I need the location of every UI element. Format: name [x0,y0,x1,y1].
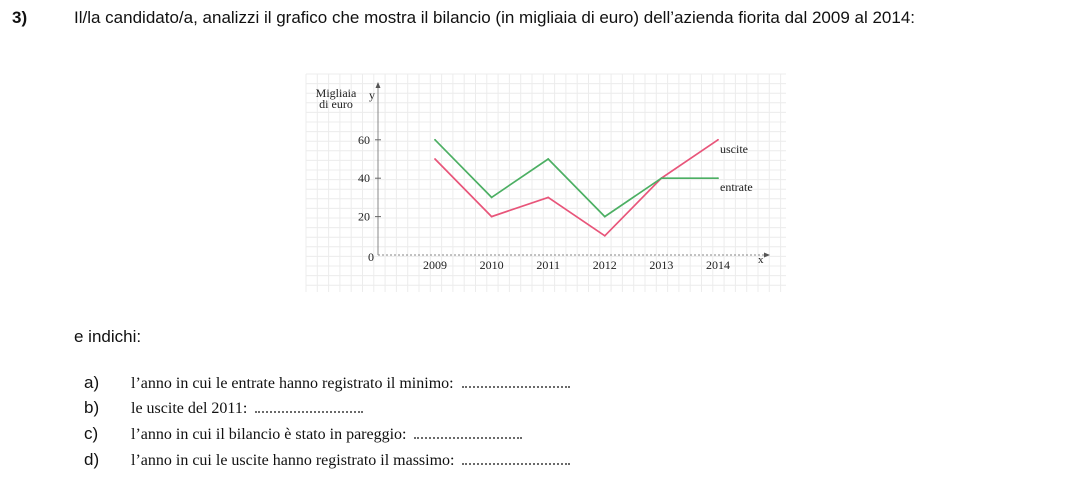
question-item-a: a) l’anno in cui le entrate hanno regist… [84,373,570,393]
y-axis-arrow [375,82,381,88]
item-letter: c) [84,424,99,443]
item-letter: a) [84,373,100,392]
y-tick-label: 40 [358,171,370,185]
item-letter: b) [84,398,100,417]
data-point-uscite [717,138,719,141]
x-tick-label: 2014 [706,258,730,272]
balance-line-chart: 0 20 40 60 2009 2010 2011 2012 2013 2014 y x Migliai… [305,73,786,292]
question-item-b: b) le uscite del 2011: [84,398,364,418]
x-tick-label: 2009 [423,258,447,272]
chart-series [434,138,719,237]
item-text: l’anno in cui il bilancio è stato in par… [131,426,407,443]
data-point-entrate [603,215,606,218]
y-axis-title: di euro [319,97,353,111]
item-text: le uscite del 2011: [131,400,248,417]
data-point-entrate [490,196,493,199]
data-point-entrate [547,158,550,160]
y-tick-label: 20 [358,210,370,224]
series-line-uscite [434,139,719,237]
answer-blank-d[interactable] [462,461,571,465]
item-text: l’anno in cui le uscite hanno registrato… [131,452,455,469]
answer-blank-c[interactable] [414,435,523,439]
x-tick-label: 2011 [536,258,560,272]
y-axis-title: Migliaia [316,86,357,100]
data-point-uscite [547,196,550,199]
question-item-d: d) l’anno in cui le uscite hanno registr… [84,450,571,470]
y-tick-label: 0 [368,250,374,264]
chart-grid [305,73,786,292]
y-axis-letter: y [369,88,375,102]
answer-blank-b[interactable] [255,409,364,413]
x-tick-label: 2010 [480,258,504,272]
x-axis-arrow [764,252,770,258]
data-point-entrate [434,138,436,141]
data-point-entrate [660,177,663,180]
data-point-uscite [603,234,606,237]
item-text: l’anno in cui le entrate hanno registrat… [131,375,454,392]
series-line-entrate [434,139,718,218]
instructions-intro: e indichi: [74,327,142,346]
data-point-uscite [434,158,436,160]
chart-axes [375,82,770,258]
answer-blank-a[interactable] [461,384,570,388]
y-tick-label: 60 [358,133,370,147]
question-item-c: c) l’anno in cui il bilancio è stato in … [84,424,523,444]
x-tick-label: 2012 [593,258,617,272]
question-number: 3) [12,8,28,27]
x-tick-label: 2013 [649,258,673,272]
data-point-entrate [717,177,719,180]
x-axis-letter: x [758,254,764,266]
item-letter: d) [84,450,100,469]
question-text: Il/la candidato/a, analizzi il grafico c… [74,8,916,27]
series-label-entrate: entrate [720,180,753,194]
series-label-uscite: uscite [720,142,748,156]
data-point-uscite [490,215,493,218]
chart-labels: 0 20 40 60 2009 2010 2011 2012 2013 2014 y x Migliai… [316,86,764,272]
